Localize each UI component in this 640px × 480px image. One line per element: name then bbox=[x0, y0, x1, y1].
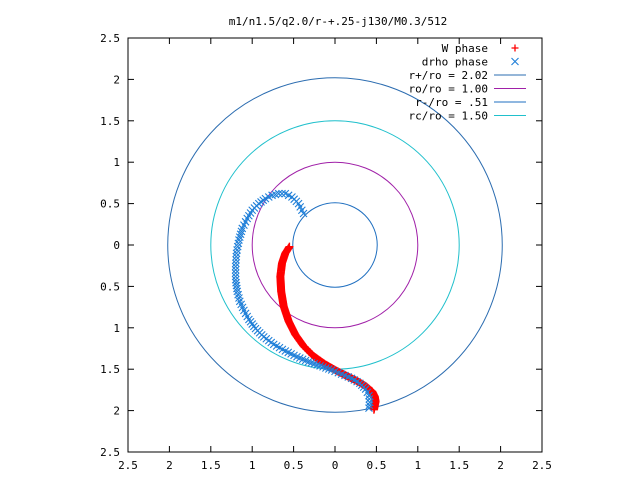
y-tick-label: 0 bbox=[113, 239, 120, 252]
drho-phase-point bbox=[365, 401, 374, 410]
y-tick-label: 1 bbox=[113, 156, 120, 169]
drho-phase-point bbox=[365, 404, 373, 413]
drho-phase-point bbox=[278, 189, 286, 198]
x-tick-label: 2.5 bbox=[118, 459, 138, 472]
drho-phase-point bbox=[365, 395, 374, 403]
y-tick-label: 2.5 bbox=[100, 32, 120, 45]
y-tick-label: 0.5 bbox=[100, 280, 120, 293]
drho-phase-point bbox=[231, 259, 240, 268]
x-tick-label: 0.5 bbox=[366, 459, 386, 472]
drho-phase-point bbox=[235, 233, 244, 242]
y-tick-label: 2.5 bbox=[100, 446, 120, 459]
y-tick-label: 1 bbox=[113, 322, 120, 335]
drho-phase-point bbox=[231, 269, 240, 278]
y-tick-label: 2 bbox=[113, 73, 120, 86]
drho-phase-point bbox=[232, 256, 240, 264]
x-tick-label: 1.5 bbox=[449, 459, 469, 472]
y-tick-label: 1.5 bbox=[100, 363, 120, 376]
drho-phase-point bbox=[237, 227, 246, 236]
x-tick-label: 2 bbox=[497, 459, 504, 472]
drho-phase-point bbox=[281, 189, 290, 198]
x-tick-label: 1 bbox=[414, 459, 421, 472]
x-tick-label: 2.5 bbox=[532, 459, 552, 472]
legend-label: r+/ro = 2.02 bbox=[409, 69, 488, 82]
drho-phase-point bbox=[236, 230, 245, 239]
legend-label: rc/ro = 1.50 bbox=[409, 110, 488, 123]
x-tick-label: 0 bbox=[332, 459, 339, 472]
circle-3 bbox=[210, 120, 460, 370]
drho-phase-point bbox=[232, 252, 241, 261]
drho-phase-point bbox=[231, 262, 240, 271]
legend-label: W phase bbox=[442, 42, 488, 55]
legend-cross-marker bbox=[511, 57, 519, 66]
legend-label: r-/ro = .51 bbox=[415, 96, 488, 109]
legend-plus-marker bbox=[511, 44, 519, 52]
series-1 bbox=[231, 189, 374, 413]
y-tick-label: 0.5 bbox=[100, 198, 120, 211]
drho-phase-point bbox=[231, 272, 240, 281]
drho-phase-point bbox=[365, 391, 373, 400]
circle-series bbox=[167, 77, 503, 413]
legend-label: drho phase bbox=[422, 56, 488, 69]
circle-2 bbox=[292, 202, 378, 288]
legend-label: ro/ro = 1.00 bbox=[409, 83, 488, 96]
drho-phase-point bbox=[238, 224, 247, 233]
circle-0 bbox=[167, 77, 503, 413]
x-tick-label: 2 bbox=[166, 459, 173, 472]
phase-series bbox=[231, 189, 380, 414]
x-tick-label: 1.5 bbox=[201, 459, 221, 472]
chart-title: m1/n1.5/q2.0/r-+.25-j130/M0.3/512 bbox=[229, 15, 448, 28]
y-tick-label: 1.5 bbox=[100, 115, 120, 128]
x-tick-label: 0.5 bbox=[284, 459, 304, 472]
drho-phase-point bbox=[232, 249, 241, 258]
y-tick-label: 2 bbox=[113, 405, 120, 418]
drho-phase-point bbox=[231, 265, 240, 274]
axis-ticks: 2.5 2 1.5 1 0.5 0 0.5 1 1.5 2 2.52.521.510.500.511… bbox=[100, 32, 552, 472]
drho-phase-point bbox=[232, 284, 241, 293]
circle-1 bbox=[251, 161, 419, 329]
x-tick-label: 1 bbox=[249, 459, 256, 472]
